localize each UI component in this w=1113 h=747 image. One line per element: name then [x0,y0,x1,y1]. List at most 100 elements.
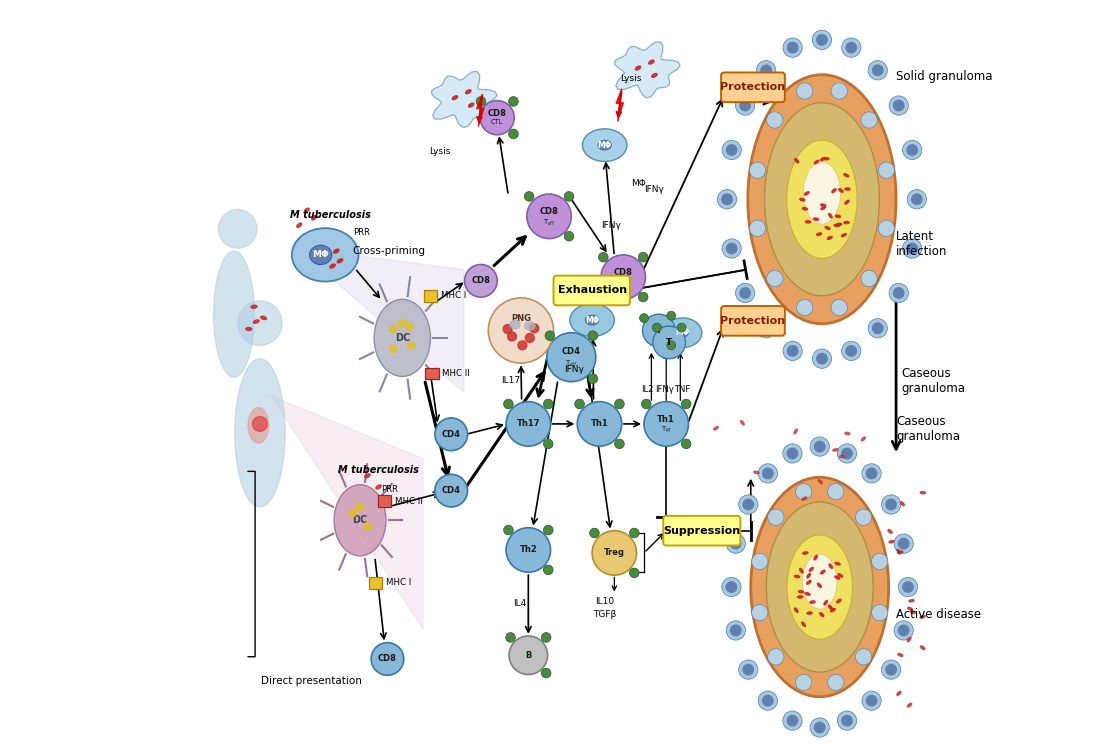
Ellipse shape [805,592,810,595]
Circle shape [856,648,871,665]
Circle shape [898,625,909,636]
Circle shape [907,190,926,209]
Bar [368,577,382,589]
Circle shape [630,568,639,577]
Circle shape [238,301,283,345]
Text: IFNγ: IFNγ [654,385,673,394]
Circle shape [727,582,737,592]
Circle shape [878,162,895,179]
Ellipse shape [824,601,827,605]
Text: IL17: IL17 [501,376,520,385]
Circle shape [743,499,754,509]
Ellipse shape [376,485,382,489]
Ellipse shape [800,568,802,573]
Circle shape [739,495,758,514]
Polygon shape [296,247,464,392]
Circle shape [761,323,771,333]
Circle shape [642,314,676,347]
Ellipse shape [524,322,535,330]
Polygon shape [432,72,496,128]
Circle shape [364,523,371,530]
Ellipse shape [248,408,269,443]
Circle shape [841,448,853,459]
Ellipse shape [817,583,821,587]
Ellipse shape [312,216,316,220]
Circle shape [894,621,914,640]
Ellipse shape [260,316,266,320]
Circle shape [749,220,766,237]
Circle shape [218,210,257,248]
Circle shape [730,539,741,549]
Text: Protection: Protection [720,82,786,93]
Ellipse shape [787,140,857,258]
Circle shape [630,528,639,538]
Ellipse shape [837,599,841,603]
Text: MHC II: MHC II [442,369,470,378]
Circle shape [590,528,599,538]
Text: Suppression: Suppression [663,526,740,536]
Circle shape [578,402,622,446]
Ellipse shape [835,562,840,565]
Text: Direct presentation: Direct presentation [262,676,362,686]
Circle shape [907,145,917,155]
Circle shape [641,399,651,409]
Text: Th1: Th1 [658,415,676,424]
Circle shape [390,325,397,332]
Ellipse shape [598,140,611,150]
Text: infection: infection [896,245,947,258]
Circle shape [489,298,553,363]
Circle shape [787,448,798,459]
Text: Caseous: Caseous [896,415,946,428]
Ellipse shape [820,158,826,161]
Ellipse shape [888,530,893,533]
Ellipse shape [825,226,830,229]
Ellipse shape [820,204,826,206]
Ellipse shape [798,596,802,598]
Text: CD8: CD8 [613,267,632,276]
Circle shape [653,326,686,359]
Ellipse shape [510,320,520,329]
Circle shape [757,319,776,338]
Ellipse shape [252,306,257,309]
Ellipse shape [807,580,811,584]
Ellipse shape [334,485,386,556]
Ellipse shape [845,200,849,204]
Circle shape [730,625,741,636]
Circle shape [435,418,467,450]
Ellipse shape [766,502,874,672]
Ellipse shape [802,552,808,554]
Ellipse shape [835,576,839,579]
Text: Lysis: Lysis [429,146,450,155]
Ellipse shape [754,471,759,474]
Text: Th2: Th2 [520,545,538,554]
Circle shape [435,474,467,507]
Circle shape [871,604,888,621]
Circle shape [640,314,649,323]
Ellipse shape [802,554,837,609]
Circle shape [718,190,737,209]
Circle shape [614,439,624,449]
Circle shape [681,399,691,409]
Circle shape [525,333,534,342]
Ellipse shape [794,430,797,434]
Circle shape [861,270,877,287]
Circle shape [817,353,827,364]
Circle shape [677,323,686,332]
Circle shape [886,499,896,509]
Text: Solid granuloma: Solid granuloma [896,70,993,84]
Circle shape [810,437,829,456]
Circle shape [639,292,648,302]
Ellipse shape [810,601,815,604]
Circle shape [503,324,512,333]
Ellipse shape [329,264,335,268]
Circle shape [588,331,598,341]
Circle shape [592,530,637,575]
Circle shape [614,399,624,409]
Polygon shape [615,89,623,122]
Text: T$_M$: T$_M$ [618,278,628,288]
Circle shape [681,439,691,449]
Text: T$_{eff}$: T$_{eff}$ [565,359,578,369]
Text: IL4: IL4 [513,599,526,608]
Circle shape [601,255,646,300]
Circle shape [739,660,758,679]
